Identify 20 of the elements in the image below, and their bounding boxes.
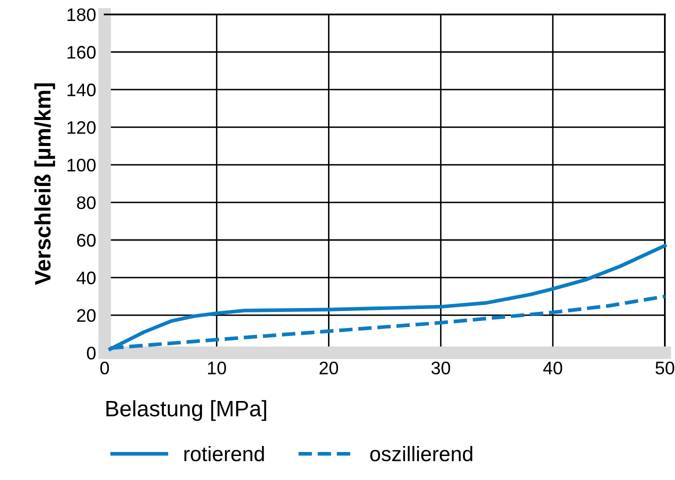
- y-tick-label: 140: [68, 84, 96, 96]
- y-tick-label: 120: [68, 121, 96, 134]
- x-tick-label: 50: [656, 362, 674, 374]
- x-tick-label: 40: [543, 362, 562, 374]
- y-tick-label: 180: [68, 8, 96, 22]
- y-tick-label: 100: [68, 158, 96, 172]
- x-axis-title: Belastung [MPa]: [106, 400, 266, 421]
- x-tick-label: 20: [320, 362, 338, 374]
- x-tick-label: 30: [431, 362, 450, 374]
- x-tick-label: 10: [208, 362, 226, 374]
- y-tick-label: 20: [77, 309, 96, 322]
- y-tick-label: 60: [77, 234, 96, 247]
- y-tick-label: 80: [76, 196, 96, 210]
- y-tick-label: 0: [86, 346, 96, 360]
- y-tick-label: 40: [76, 272, 96, 284]
- x-tick-label: 0: [100, 362, 109, 374]
- y-tick-label: 160: [68, 46, 96, 59]
- legend-label: rotierend: [184, 446, 264, 462]
- legend-label: oszillierend: [370, 446, 472, 462]
- y-axis-title: Verschleiß [µm/km]: [34, 83, 56, 285]
